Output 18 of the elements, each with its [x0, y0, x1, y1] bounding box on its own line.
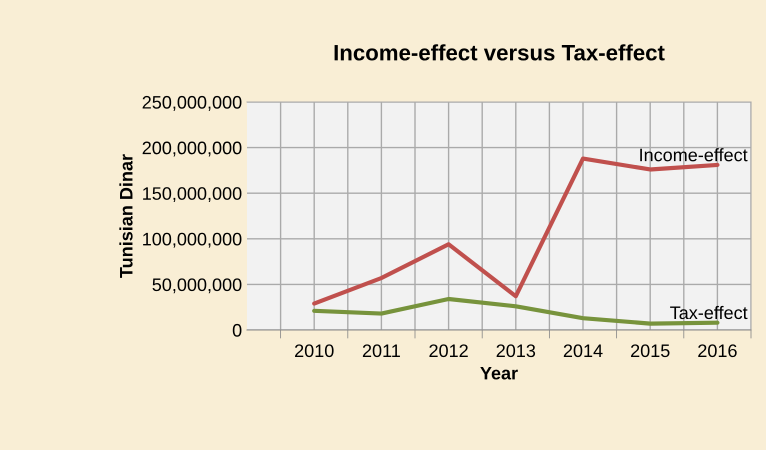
x-tick-label: 2014 [564, 344, 603, 358]
y-tick-label: 200,000,000 [142, 142, 242, 156]
x-tick-label: 2013 [496, 344, 536, 358]
y-tick-label: 50,000,000 [152, 278, 242, 294]
y-tick-label: 150,000,000 [143, 187, 242, 202]
y-axis-title: Tunisian Dinar [119, 154, 133, 278]
y-tick-label: 100,000,000 [143, 232, 242, 248]
x-tick-label: 2012 [429, 344, 468, 358]
series-label: Tax-effect [670, 306, 748, 320]
x-axis-title: Year [480, 366, 518, 380]
chart-title: Income-effect versus Tax-effect [334, 44, 665, 61]
x-tick-label: 2016 [698, 344, 737, 358]
series-label: Income-effect [640, 148, 748, 162]
y-tick-label: 250,000,000 [142, 96, 242, 111]
x-tick-label: 2010 [295, 344, 334, 358]
x-tick-label: 2015 [631, 344, 670, 358]
x-tick-label: 2011 [362, 344, 400, 358]
y-tick-label: 0 [232, 324, 242, 337]
